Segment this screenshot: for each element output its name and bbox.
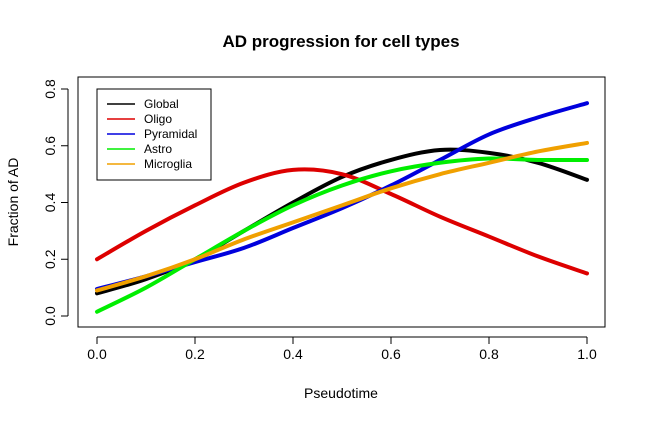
y-tick-label-0-4: 0.4 [42, 193, 58, 213]
x-tick-label-0-0: 0.0 [87, 346, 107, 362]
series-line-astro [95, 156, 589, 314]
x-tick-label-0-8: 0.8 [479, 346, 499, 362]
series-line-oligo [95, 167, 589, 276]
legend-label-astro: Astro [144, 142, 172, 156]
series-lines [95, 101, 589, 314]
y-axis-label: Fraction of AD [5, 158, 21, 247]
legend-label-pyramidal: Pyramidal [144, 127, 197, 141]
y-tick-label-0-2: 0.2 [42, 249, 58, 269]
x-tick-label-0-4: 0.4 [283, 346, 303, 362]
legend-label-microglia: Microglia [144, 157, 192, 171]
legend-label-global: Global [144, 97, 179, 111]
y-axis: 0.0 0.2 0.4 0.6 0.8 [42, 79, 69, 326]
y-tick-label-0-0: 0.0 [42, 306, 58, 326]
y-tick-label-0-6: 0.6 [42, 136, 58, 156]
chart-title: AD progression for cell types [222, 32, 459, 51]
x-tick-label-1-0: 1.0 [577, 346, 597, 362]
x-axis: 0.0 0.2 0.4 0.6 0.8 1.0 [87, 336, 597, 362]
y-tick-label-0-8: 0.8 [42, 79, 58, 99]
legend-label-oligo: Oligo [144, 112, 172, 126]
x-axis-label: Pseudotime [304, 385, 378, 401]
x-tick-label-0-6: 0.6 [381, 346, 401, 362]
series-line-microglia [95, 140, 589, 293]
plot-frame [77, 76, 606, 328]
x-tick-label-0-2: 0.2 [185, 346, 205, 362]
